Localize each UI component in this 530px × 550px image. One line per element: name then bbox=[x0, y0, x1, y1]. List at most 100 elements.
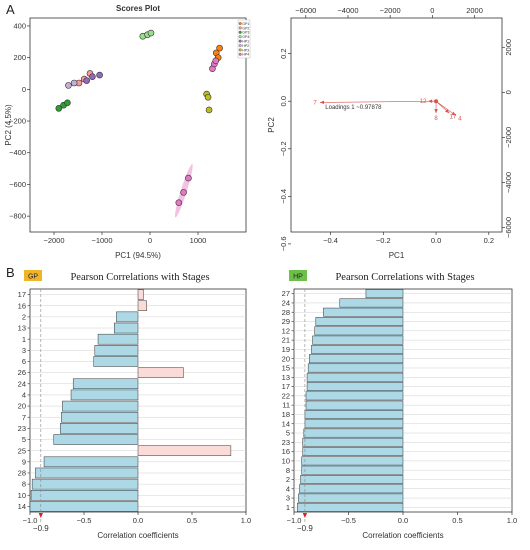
category-label: 3 bbox=[22, 346, 26, 355]
category-label: 8 bbox=[22, 480, 26, 489]
x-tick-label: 0.0 bbox=[431, 236, 441, 245]
category-label: 10 bbox=[282, 456, 290, 465]
bar-13 bbox=[113, 322, 139, 334]
x-axis-label: Correlation coefficients bbox=[362, 531, 443, 540]
legend-label: HP4 bbox=[242, 53, 249, 57]
legend-label: GP4 bbox=[242, 35, 249, 39]
category-label: 26 bbox=[18, 368, 26, 377]
bar-21 bbox=[312, 335, 404, 345]
category-label: 2 bbox=[22, 312, 26, 321]
gp-correlation-chart: GP Pearson Correlations with Stages171621… bbox=[18, 270, 251, 540]
top-x-tick-label: 0 bbox=[430, 6, 434, 15]
bar-19 bbox=[311, 344, 404, 354]
category-label: 1 bbox=[22, 335, 26, 344]
bar-12 bbox=[314, 326, 404, 336]
legend-label: GP2 bbox=[242, 26, 249, 30]
bar-29 bbox=[315, 317, 404, 326]
bar-16 bbox=[137, 300, 147, 311]
chart-title: Scores Plot bbox=[116, 4, 160, 13]
loading-vector-arrowhead bbox=[428, 99, 433, 104]
x-tick-label: −1000 bbox=[91, 236, 112, 245]
category-label: 22 bbox=[282, 391, 290, 400]
legend-label: HP1 bbox=[242, 40, 249, 44]
data-point-gp3 bbox=[55, 105, 63, 112]
data-point-gp1 bbox=[216, 44, 223, 52]
bar-23 bbox=[302, 437, 404, 447]
bar-23 bbox=[59, 423, 139, 434]
loading-vector-label: 7 bbox=[313, 100, 317, 106]
category-label: 18 bbox=[282, 410, 290, 419]
loading-vector-label: 4 bbox=[458, 116, 462, 122]
bar-17 bbox=[306, 382, 404, 391]
y-tick-label: −200 bbox=[9, 117, 26, 126]
bar-10 bbox=[30, 490, 139, 501]
y-axis-label: PC2 (4.5%) bbox=[4, 104, 13, 146]
scores-plot: Scores Plot−2000 −1000 0 1000−800−600−400−2… bbox=[4, 4, 251, 260]
y-tick-label: 200 bbox=[13, 53, 26, 62]
x-tick-label: 0.2 bbox=[484, 236, 494, 245]
category-label: 27 bbox=[282, 289, 290, 298]
legend-marker bbox=[238, 52, 242, 56]
legend-label: GP3 bbox=[242, 31, 249, 35]
category-label: 23 bbox=[282, 438, 290, 447]
loading-annotation: Loadings 1 ~0.97878 bbox=[325, 105, 382, 111]
plot-frame bbox=[29, 288, 247, 513]
x-tick-label: 0.0 bbox=[133, 516, 143, 525]
x-tick-label: 1.0 bbox=[241, 516, 251, 525]
stage-badge-label: HP bbox=[293, 274, 303, 281]
data-point-hp1 bbox=[89, 73, 96, 80]
loading-vector-arrowhead bbox=[451, 111, 456, 116]
data-point-hp3 bbox=[204, 93, 212, 101]
x-tick-label: −0.4 bbox=[323, 236, 338, 245]
category-label: 14 bbox=[282, 419, 290, 428]
data-point-hp1 bbox=[83, 77, 90, 84]
category-label: 4 bbox=[22, 391, 26, 400]
category-label: 10 bbox=[18, 491, 26, 500]
bar-1 bbox=[97, 333, 139, 345]
y-tick-label: 0.0 bbox=[279, 96, 288, 106]
category-label: 14 bbox=[18, 502, 26, 511]
chart-title: Pearson Correlations with Stages bbox=[70, 272, 209, 283]
threshold-label: −0.9 bbox=[33, 524, 49, 533]
data-point-hp4 bbox=[175, 199, 183, 206]
category-label: 16 bbox=[18, 301, 26, 310]
top-x-tick-label: −6000 bbox=[295, 6, 316, 15]
x-tick-label: 1000 bbox=[190, 236, 207, 245]
right-y-tick-label: 0 bbox=[504, 90, 513, 94]
y-tick-label: 400 bbox=[13, 21, 26, 30]
legend-marker bbox=[238, 39, 242, 43]
bar-6 bbox=[93, 356, 139, 367]
category-label: 5 bbox=[286, 429, 290, 438]
bar-22 bbox=[305, 391, 404, 401]
bar-28 bbox=[323, 307, 404, 317]
x-tick-label: 0.0 bbox=[398, 516, 408, 525]
x-tick-label: 0 bbox=[148, 236, 152, 245]
category-label: 13 bbox=[282, 373, 290, 382]
legend-box bbox=[237, 19, 251, 59]
bar-25 bbox=[137, 445, 232, 456]
category-label: 8 bbox=[286, 466, 290, 475]
panel-label-a: A bbox=[6, 2, 15, 17]
bar-3 bbox=[94, 345, 139, 356]
category-label: 21 bbox=[282, 336, 290, 345]
threshold-arrow bbox=[302, 513, 308, 518]
bar-1 bbox=[297, 502, 404, 512]
right-y-tick-label: −6000 bbox=[504, 217, 513, 238]
bar-24 bbox=[339, 298, 404, 308]
x-tick-label: 0.5 bbox=[187, 516, 197, 525]
legend-label: HP3 bbox=[242, 48, 249, 52]
data-point-hp2 bbox=[65, 82, 72, 89]
legend-marker bbox=[238, 26, 242, 30]
plot-frame bbox=[29, 17, 247, 233]
data-point-hp4 bbox=[180, 189, 187, 196]
data-point-hp1 bbox=[96, 71, 103, 79]
top-x-tick-label: 2000 bbox=[466, 6, 483, 15]
bar-26 bbox=[137, 367, 184, 378]
category-label: 5 bbox=[22, 435, 26, 444]
category-label: 11 bbox=[282, 401, 290, 410]
category-label: 15 bbox=[282, 364, 290, 373]
category-label: 3 bbox=[286, 494, 290, 503]
right-y-tick-label: −4000 bbox=[504, 172, 513, 193]
category-label: 2 bbox=[286, 475, 290, 484]
